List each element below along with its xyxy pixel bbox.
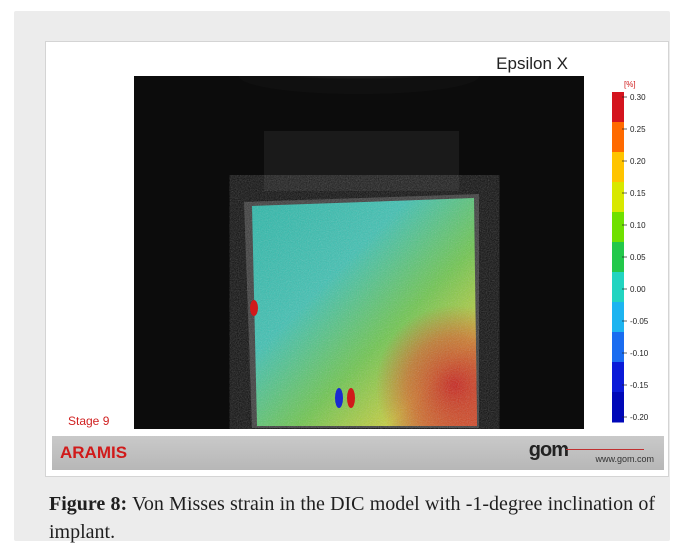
colorbar-tick-label: 0.00 (630, 285, 646, 294)
caption-text: Von Misses strain in the DIC model with … (49, 493, 656, 543)
colorbar-unit: [%] (624, 80, 636, 89)
colorbar-tick-label: -0.20 (630, 413, 649, 422)
strain-colorbar: [%] 0.30 0.25 0.20 0.15 0.10 0.05 0.00 -0.05 -0.… (612, 80, 649, 423)
colorbar-tick-label: 0.30 (630, 93, 646, 102)
colorbar-tick-label: -0.05 (630, 317, 649, 326)
aramis-product-name: ARAMIS (60, 443, 128, 462)
caption-label: Figure 8: (49, 493, 128, 515)
stage-label: Stage 9 (68, 414, 110, 428)
aramis-viewer-panel: Epsilon X (45, 41, 669, 477)
colorbar-segment (612, 152, 624, 183)
figure-caption: Figure 8: Von Misses strain in the DIC m… (49, 490, 655, 546)
colorbar-segment (612, 362, 624, 393)
colorbar-segment (612, 242, 624, 273)
colorbar-segment (612, 92, 624, 123)
colorbar-tick-label: -0.10 (630, 349, 649, 358)
colorbar-tick-label: 0.25 (630, 125, 646, 134)
gom-logo: gom (528, 439, 569, 461)
colorbar-segment (612, 392, 624, 423)
colorbar-tick-label: 0.05 (630, 253, 646, 262)
colorbar-segment (612, 302, 624, 333)
colorbar-segment (612, 272, 624, 303)
colorbar-segment (612, 122, 624, 153)
colorbar-segment (612, 212, 624, 243)
footer-bar: ARAMIS gom www.gom.com (52, 436, 664, 470)
gom-logo-line (566, 449, 644, 450)
gom-website: www.gom.com (595, 454, 654, 464)
colorbar-tick-label: 0.15 (630, 189, 646, 198)
figure-container: Epsilon X (14, 11, 670, 543)
colorbar-tick-label: -0.15 (630, 381, 649, 390)
colorbar-segment (612, 332, 624, 363)
colorbar-tick-label: 0.20 (630, 157, 646, 166)
colorbar-tick-label: 0.10 (630, 221, 646, 230)
colorbar-segment (612, 182, 624, 213)
dic-strain-image (134, 76, 584, 429)
panel-title: Epsilon X (496, 54, 568, 73)
loading-fixture (239, 76, 479, 94)
